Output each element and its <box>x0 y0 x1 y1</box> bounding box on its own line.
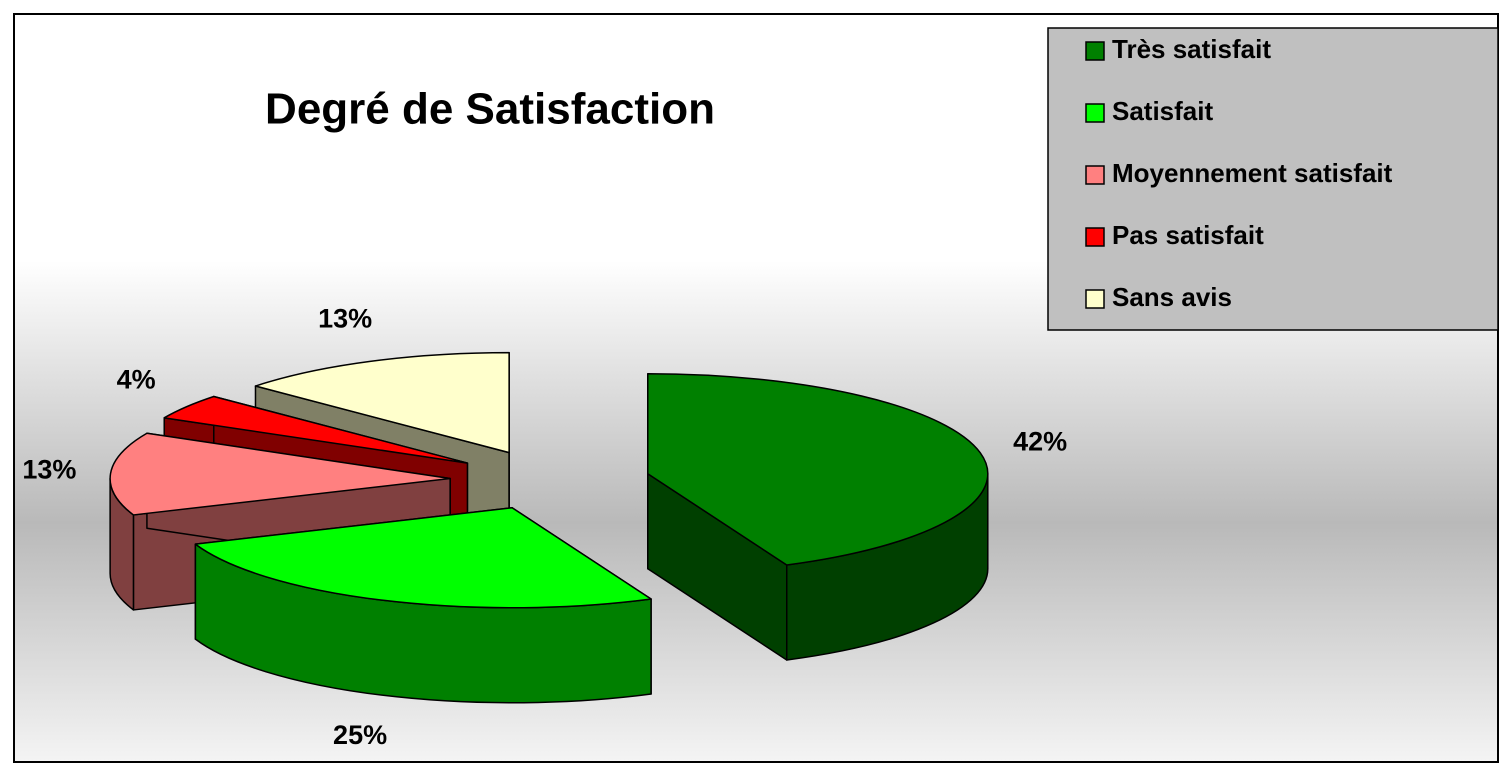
legend-swatch <box>1085 103 1105 123</box>
legend-swatch <box>1085 165 1105 185</box>
legend-label: Sans avis <box>1112 282 1232 312</box>
data-label: 42% <box>1013 427 1067 457</box>
legend-label: Satisfait <box>1112 96 1213 126</box>
legend-swatch <box>1085 289 1105 309</box>
data-label: 13% <box>318 303 372 333</box>
legend-swatch <box>1085 41 1105 61</box>
slice <box>254 351 510 454</box>
data-label: 13% <box>22 455 76 485</box>
slice <box>163 395 469 464</box>
legend-label: Moyennement satisfait <box>1112 158 1393 188</box>
slice <box>109 432 451 516</box>
legend-swatch <box>1085 227 1105 247</box>
slice <box>647 372 989 566</box>
data-label: 4% <box>117 364 156 394</box>
legend <box>1047 27 1499 331</box>
pie <box>109 351 989 704</box>
data-label: 25% <box>333 720 387 750</box>
legend-label: Pas satisfait <box>1112 220 1264 250</box>
chart-title: Degré de Satisfaction <box>265 85 715 134</box>
legend-label: Très satisfait <box>1112 34 1271 64</box>
slice <box>194 507 652 609</box>
